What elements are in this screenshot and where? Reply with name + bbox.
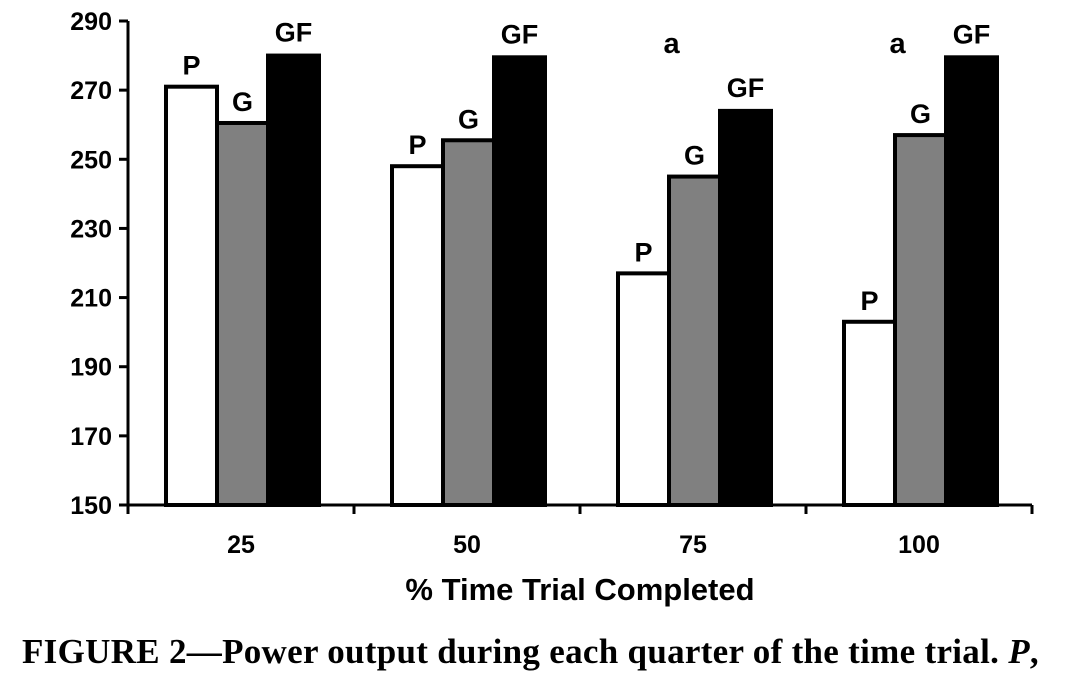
y-tick-label: 170 xyxy=(70,423,112,451)
bar-gf-100 xyxy=(944,55,999,508)
y-tick-label: 150 xyxy=(70,492,112,520)
y-tick-label: 290 xyxy=(70,8,112,36)
caption-trail: , xyxy=(1029,632,1039,671)
bar-g-50 xyxy=(441,138,496,507)
bar-gf-50 xyxy=(492,55,547,508)
bars xyxy=(164,53,999,508)
caption-italic: P xyxy=(1008,632,1030,671)
y-tick-label: 190 xyxy=(70,354,112,382)
significance-annotation: a xyxy=(889,28,906,60)
bar-label-gf: GF xyxy=(275,18,313,48)
x-tick-label: 50 xyxy=(453,531,481,559)
x-axis-label: % Time Trial Completed xyxy=(405,572,754,607)
bar-p-50 xyxy=(390,164,445,507)
bar-label-g: G xyxy=(232,87,253,117)
bar-p-100 xyxy=(842,319,897,507)
bar-label-g: G xyxy=(684,141,705,171)
bar-p-75 xyxy=(616,271,671,507)
bar-gf-25 xyxy=(266,53,321,507)
bar-labels: P G GF P G GF P G GF P G GF a a xyxy=(182,18,990,316)
bar-gf-75 xyxy=(718,108,773,507)
bar-label-g: G xyxy=(910,99,931,129)
bar-label-p: P xyxy=(860,286,878,316)
y-tick-label: 270 xyxy=(70,77,112,105)
bar-label-gf: GF xyxy=(953,19,991,49)
x-tick-label: 25 xyxy=(227,531,255,559)
bar-p-25 xyxy=(164,84,219,508)
y-tick-label: 230 xyxy=(70,215,112,243)
x-tick-label: 75 xyxy=(679,531,707,559)
bar-g-25 xyxy=(215,120,270,507)
bar-g-75 xyxy=(667,174,722,507)
figure-caption: FIGURE 2—Power output during each quarte… xyxy=(22,632,1072,672)
bar-label-p: P xyxy=(408,130,426,160)
bar-label-p: P xyxy=(182,51,200,81)
bar-label-gf: GF xyxy=(501,19,539,49)
significance-annotation: a xyxy=(663,28,680,60)
bar-label-g: G xyxy=(458,104,479,134)
bar-label-gf: GF xyxy=(727,73,765,103)
y-tick-label: 210 xyxy=(70,285,112,313)
x-tick-label: 100 xyxy=(898,531,940,559)
bar-g-100 xyxy=(893,133,948,507)
bar-label-p: P xyxy=(634,237,652,267)
caption-text: FIGURE 2—Power output during each quarte… xyxy=(22,632,1009,671)
y-tick-label: 250 xyxy=(70,146,112,174)
